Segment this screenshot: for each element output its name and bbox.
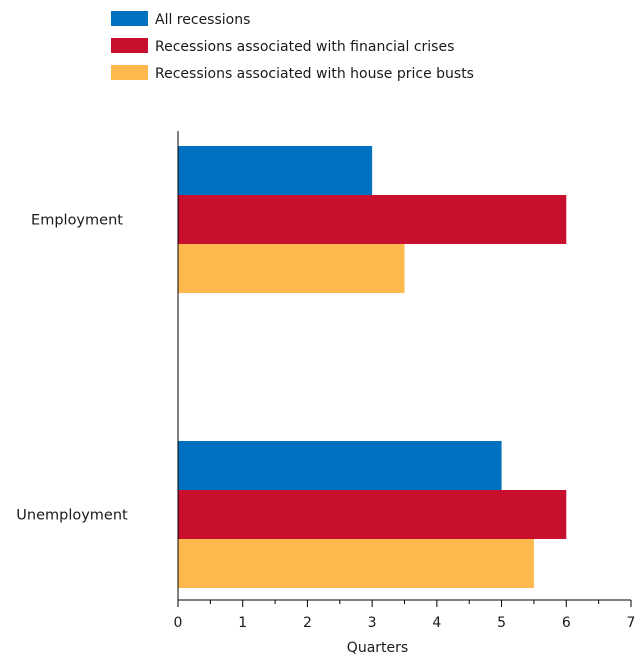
legend-label: Recessions associated with house price b… [155,66,474,82]
x-tick-label: 3 [368,615,377,631]
axes-group [177,131,632,607]
bar [178,539,534,588]
x-tick-label: 2 [303,615,312,631]
bar [178,490,567,539]
legend-label: All recessions [155,12,250,28]
x-axis-title: Quarters [347,640,408,656]
bar [178,244,405,293]
legend-swatch [111,38,148,53]
x-tick-label: 0 [174,615,183,631]
bar [178,195,567,244]
bars-group [178,146,567,588]
bar [178,146,373,195]
legend-label: Recessions associated with financial cri… [155,39,454,55]
x-tick-label: 1 [238,615,247,631]
x-tick-label: 5 [497,615,506,631]
legend-swatch [111,65,148,80]
legend: All recessions Recessions associated with… [111,11,474,82]
bar [178,441,502,490]
labels-group: 0 1 2 3 4 5 6 7 Quarters Employment Unemployment [16,213,635,657]
x-tick-label: 7 [627,615,636,631]
legend-swatch [111,11,148,26]
x-tick-label: 6 [562,615,571,631]
x-tick-label: 4 [432,615,441,631]
category-label: Unemployment [16,508,128,524]
category-label: Employment [31,213,123,229]
